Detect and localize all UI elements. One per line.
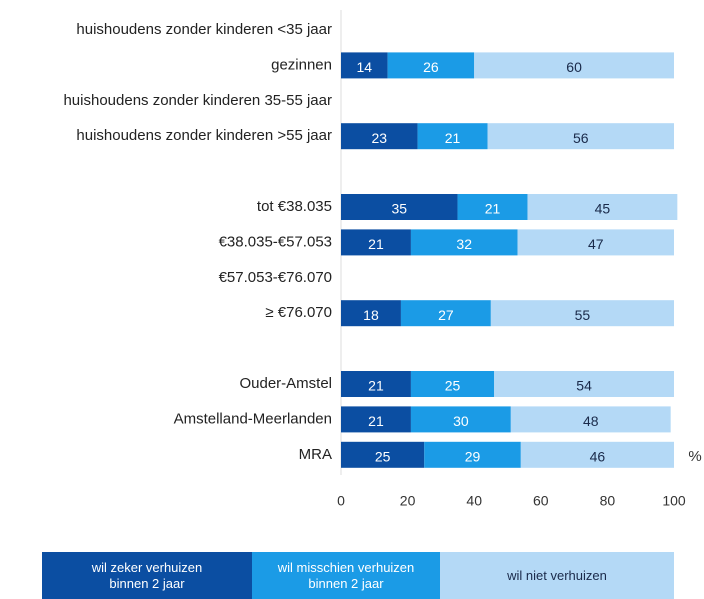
data-label: 45 bbox=[595, 201, 611, 217]
bar-segment bbox=[341, 300, 401, 327]
bar-segment bbox=[494, 371, 674, 397]
data-label: 14 bbox=[357, 59, 373, 75]
data-label: 23 bbox=[372, 130, 388, 146]
bar-segment bbox=[457, 194, 528, 220]
bar-segment bbox=[487, 123, 674, 150]
x-tick-label: 20 bbox=[400, 493, 416, 509]
bar-segment bbox=[474, 52, 674, 79]
category-label: MRA bbox=[299, 446, 332, 463]
bar-segment bbox=[341, 371, 411, 397]
data-label: 21 bbox=[445, 130, 461, 146]
bar-segment bbox=[410, 406, 511, 433]
x-tick-label: 60 bbox=[533, 493, 549, 509]
data-label: 46 bbox=[590, 449, 606, 465]
category-label: Ouder-Amstel bbox=[239, 375, 332, 392]
bar-segment bbox=[424, 441, 521, 468]
data-label: 60 bbox=[566, 59, 582, 75]
legend-label: wil misschien verhuizen binnen 2 jaar bbox=[277, 559, 415, 591]
category-label: Amstelland-Meerlanden bbox=[174, 410, 332, 427]
bar-segment bbox=[410, 229, 518, 256]
bar-segment bbox=[520, 441, 674, 468]
bar-segment bbox=[341, 123, 418, 150]
bar-segment bbox=[490, 300, 674, 327]
bar-segment bbox=[417, 123, 488, 150]
bar-segment bbox=[410, 371, 495, 397]
bar-segment bbox=[341, 229, 411, 256]
data-label: 21 bbox=[485, 201, 501, 217]
x-tick-label: 0 bbox=[337, 493, 345, 509]
bar-segment bbox=[341, 194, 458, 220]
data-label: 26 bbox=[423, 59, 439, 75]
data-label: 30 bbox=[453, 413, 469, 429]
data-label: 25 bbox=[375, 449, 391, 465]
category-label: huishoudens zonder kinderen 35-55 jaar bbox=[63, 92, 332, 109]
chart: % 0 20 40 60 80 100 huishoudens zonder kindere… bbox=[63, 10, 702, 509]
data-label: 21 bbox=[368, 413, 384, 429]
x-unit-label: % bbox=[688, 448, 701, 465]
legend-item: wil zeker verhuizen binnen 2 jaar bbox=[42, 552, 252, 599]
x-tick-label: 40 bbox=[466, 493, 482, 509]
x-tick-label: 80 bbox=[600, 493, 616, 509]
category-label: €38.035-€57.053 bbox=[219, 233, 332, 250]
data-label: 21 bbox=[368, 378, 384, 394]
data-label: 48 bbox=[583, 413, 599, 429]
bar-segment bbox=[341, 52, 388, 79]
category-label: huishoudens zonder kinderen <35 jaar bbox=[76, 21, 332, 38]
category-label: huishoudens zonder kinderen >55 jaar bbox=[76, 127, 332, 144]
legend-item: wil misschien verhuizen binnen 2 jaar bbox=[252, 552, 440, 599]
legend-label: wil niet verhuizen bbox=[507, 567, 607, 583]
data-label: 35 bbox=[391, 201, 407, 217]
bar-segment bbox=[517, 229, 674, 256]
data-label: 25 bbox=[445, 378, 461, 394]
category-label: gezinnen bbox=[271, 56, 332, 73]
x-tick-label: 100 bbox=[662, 493, 686, 509]
data-label: 32 bbox=[456, 236, 472, 252]
data-label: 54 bbox=[576, 378, 592, 394]
data-label: 27 bbox=[438, 307, 454, 323]
bar-segment bbox=[527, 194, 678, 220]
category-label: €57.053-€76.070 bbox=[219, 269, 332, 286]
category-label: tot €38.035 bbox=[257, 198, 332, 215]
bar-segment bbox=[341, 406, 411, 433]
legend-label: wil zeker verhuizen binnen 2 jaar bbox=[91, 559, 203, 591]
bar-segment bbox=[510, 406, 671, 433]
data-label: 21 bbox=[368, 236, 384, 252]
bar-segment bbox=[400, 300, 491, 327]
category-label: ≥ €76.070 bbox=[265, 304, 332, 321]
legend-item: wil niet verhuizen bbox=[440, 552, 674, 599]
bar-segment bbox=[341, 441, 425, 468]
data-label: 18 bbox=[363, 307, 379, 323]
data-label: 47 bbox=[588, 236, 604, 252]
bar-segment bbox=[387, 52, 475, 79]
data-label: 56 bbox=[573, 130, 589, 146]
data-label: 55 bbox=[575, 307, 591, 323]
data-label: 29 bbox=[465, 449, 481, 465]
